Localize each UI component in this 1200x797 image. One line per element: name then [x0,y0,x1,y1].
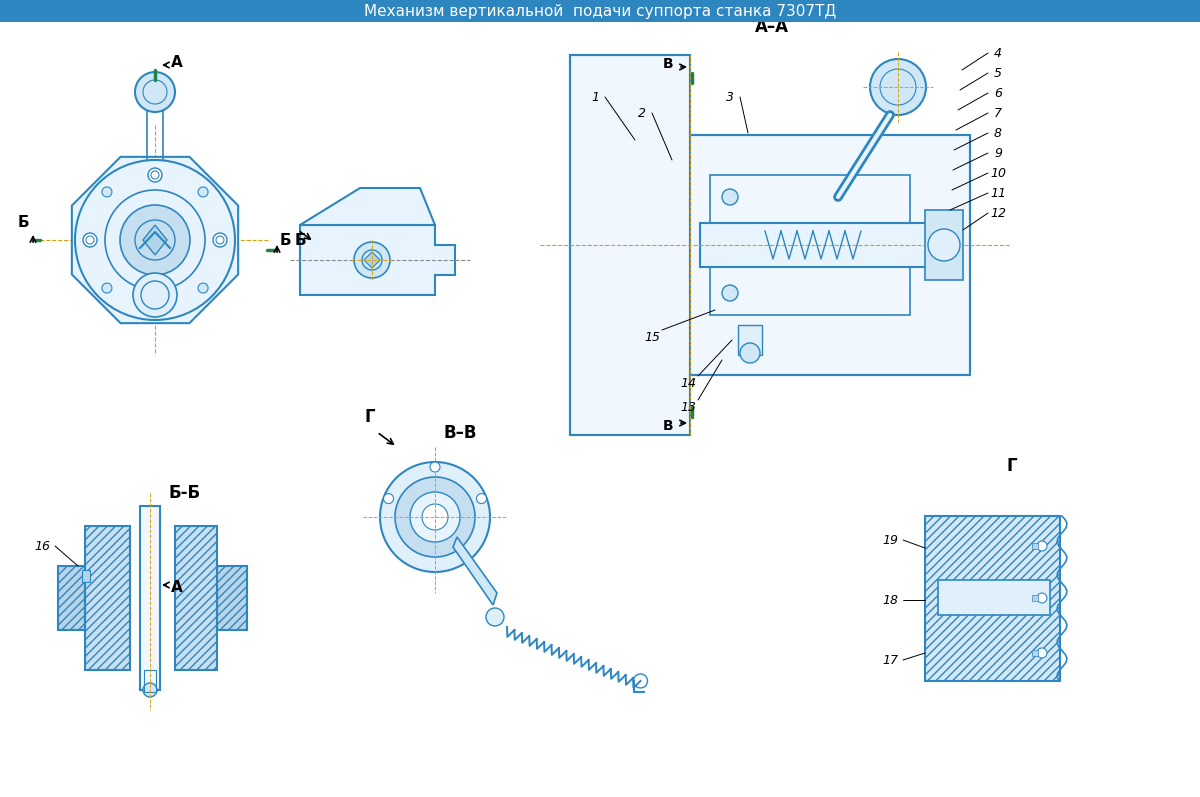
Text: 16: 16 [34,540,50,552]
Polygon shape [570,55,970,435]
Bar [175,526,217,670]
Circle shape [102,283,112,293]
Polygon shape [143,225,167,255]
Circle shape [740,343,760,363]
Bar [700,223,930,267]
Bar [175,526,217,670]
Circle shape [354,242,390,278]
Bar [925,516,1060,681]
Polygon shape [454,537,497,605]
Bar [1032,650,1038,656]
Circle shape [1037,593,1046,603]
Text: Б: Б [280,233,290,248]
Circle shape [430,462,440,472]
Text: В: В [662,419,673,433]
Text: Г: Г [365,408,376,426]
Bar [1032,543,1038,549]
Circle shape [83,233,97,247]
Bar [217,566,247,630]
Bar [690,135,970,375]
Text: В: В [662,57,673,71]
Text: 1: 1 [592,91,599,104]
Text: 9: 9 [994,147,1002,159]
Circle shape [102,187,112,197]
Text: 15: 15 [644,331,660,344]
Text: 6: 6 [994,87,1002,100]
Circle shape [486,608,504,626]
Circle shape [870,59,926,115]
Circle shape [143,683,157,697]
Circle shape [722,189,738,205]
Bar [217,566,247,630]
Text: 13: 13 [680,401,696,414]
Circle shape [148,168,162,182]
Text: 19: 19 [882,533,898,547]
Text: Б: Б [17,214,29,230]
Text: 10: 10 [990,167,1006,179]
Circle shape [74,160,235,320]
Text: 8: 8 [994,127,1002,139]
Text: Б-Б: Б-Б [169,484,202,502]
Text: 14: 14 [680,376,696,390]
Circle shape [928,229,960,261]
Bar [144,670,156,692]
Bar [925,210,964,280]
Circle shape [380,462,490,572]
Text: 12: 12 [990,206,1006,219]
Bar [710,175,910,315]
Text: 2: 2 [638,107,646,120]
Text: 4: 4 [994,46,1002,60]
Bar [58,566,85,630]
Circle shape [410,492,460,542]
Polygon shape [72,157,238,323]
Bar [82,570,90,582]
Bar [570,55,690,435]
Text: А: А [172,580,182,595]
Bar [140,506,160,690]
Text: В–В: В–В [443,424,476,442]
Bar [85,526,130,670]
Circle shape [1037,648,1046,658]
Bar [738,325,762,355]
Polygon shape [364,252,380,268]
Circle shape [148,298,162,312]
Circle shape [476,493,486,504]
Text: Механизм вертикальной  подачи суппорта станка 7307ТД: Механизм вертикальной подачи суппорта ст… [364,3,836,18]
Circle shape [722,285,738,301]
Text: 17: 17 [882,654,898,666]
Polygon shape [300,188,436,225]
Text: Б: Б [294,233,306,248]
Text: 11: 11 [990,186,1006,199]
Bar [690,135,970,375]
Bar [58,566,85,630]
Polygon shape [300,225,455,295]
Circle shape [133,273,178,317]
Bar [1032,595,1038,601]
Circle shape [384,493,394,504]
Text: 18: 18 [882,594,898,607]
Circle shape [422,504,448,530]
Text: Г: Г [1007,457,1018,475]
Circle shape [198,187,208,197]
Bar [0,0,1200,22]
Circle shape [198,283,208,293]
Bar [925,516,1060,681]
Circle shape [1037,541,1046,551]
Circle shape [134,72,175,112]
Bar [938,580,1050,615]
Text: А–А: А–А [755,18,790,36]
Bar [85,526,130,670]
Bar [570,55,690,435]
Text: 5: 5 [994,66,1002,80]
Circle shape [120,205,190,275]
Text: 7: 7 [994,107,1002,120]
Circle shape [214,233,227,247]
Text: 3: 3 [726,91,734,104]
Circle shape [634,674,648,688]
Circle shape [395,477,475,557]
Text: А: А [172,54,182,69]
